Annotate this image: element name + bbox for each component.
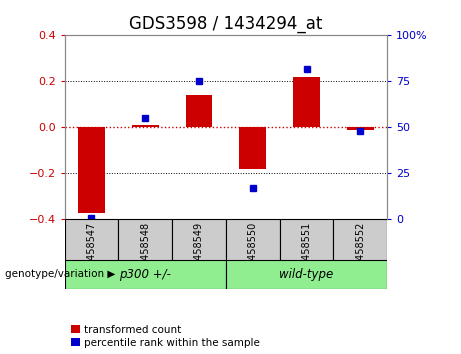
- Text: genotype/variation ▶: genotype/variation ▶: [5, 269, 115, 279]
- Text: GSM458549: GSM458549: [194, 222, 204, 281]
- Title: GDS3598 / 1434294_at: GDS3598 / 1434294_at: [129, 15, 323, 33]
- Legend: transformed count, percentile rank within the sample: transformed count, percentile rank withi…: [70, 324, 261, 349]
- Text: GSM458551: GSM458551: [301, 222, 312, 281]
- Bar: [347, 127, 374, 130]
- Bar: [65, 219, 118, 260]
- Bar: [132, 125, 159, 127]
- Bar: [65, 260, 226, 289]
- Text: GSM458548: GSM458548: [140, 222, 150, 281]
- Text: GSM458550: GSM458550: [248, 222, 258, 281]
- Bar: [280, 219, 333, 260]
- Text: GSM458547: GSM458547: [86, 222, 96, 281]
- Bar: [293, 77, 320, 127]
- Text: p300 +/-: p300 +/-: [119, 268, 171, 281]
- Bar: [172, 219, 226, 260]
- Bar: [78, 127, 105, 212]
- Bar: [226, 219, 280, 260]
- Bar: [333, 219, 387, 260]
- Bar: [118, 219, 172, 260]
- Text: GSM458552: GSM458552: [355, 222, 366, 281]
- Bar: [239, 127, 266, 169]
- Text: wild-type: wild-type: [279, 268, 334, 281]
- Bar: [226, 260, 387, 289]
- Bar: [185, 95, 213, 127]
